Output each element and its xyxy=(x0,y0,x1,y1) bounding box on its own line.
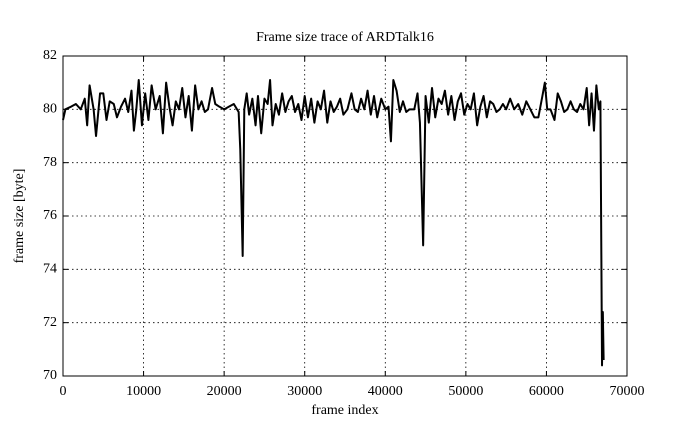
x-axis-label: frame index xyxy=(311,403,378,418)
data-line xyxy=(62,79,605,367)
x-tick-label: 10000 xyxy=(126,384,161,399)
y-tick-label: 82 xyxy=(43,48,57,63)
x-tick-label: 60000 xyxy=(529,384,564,399)
y-tick-label: 78 xyxy=(43,155,57,170)
x-tick-label: 50000 xyxy=(448,384,483,399)
chart-title: Frame size trace of ARDTalk16 xyxy=(256,30,434,45)
x-tick-label: 20000 xyxy=(207,384,242,399)
x-tick-label: 40000 xyxy=(368,384,403,399)
y-tick-label: 76 xyxy=(43,208,57,223)
y-tick-label: 70 xyxy=(43,368,57,383)
plot-frame xyxy=(62,55,628,377)
y-tick-label: 72 xyxy=(43,315,57,330)
x-tick-label: 0 xyxy=(60,384,67,399)
x-tick-label: 30000 xyxy=(287,384,322,399)
x-tick-label: 70000 xyxy=(610,384,645,399)
y-tick-label: 80 xyxy=(43,102,57,117)
y-axis-label: frame size [byte] xyxy=(12,169,27,264)
y-tick-label: 74 xyxy=(43,262,57,277)
